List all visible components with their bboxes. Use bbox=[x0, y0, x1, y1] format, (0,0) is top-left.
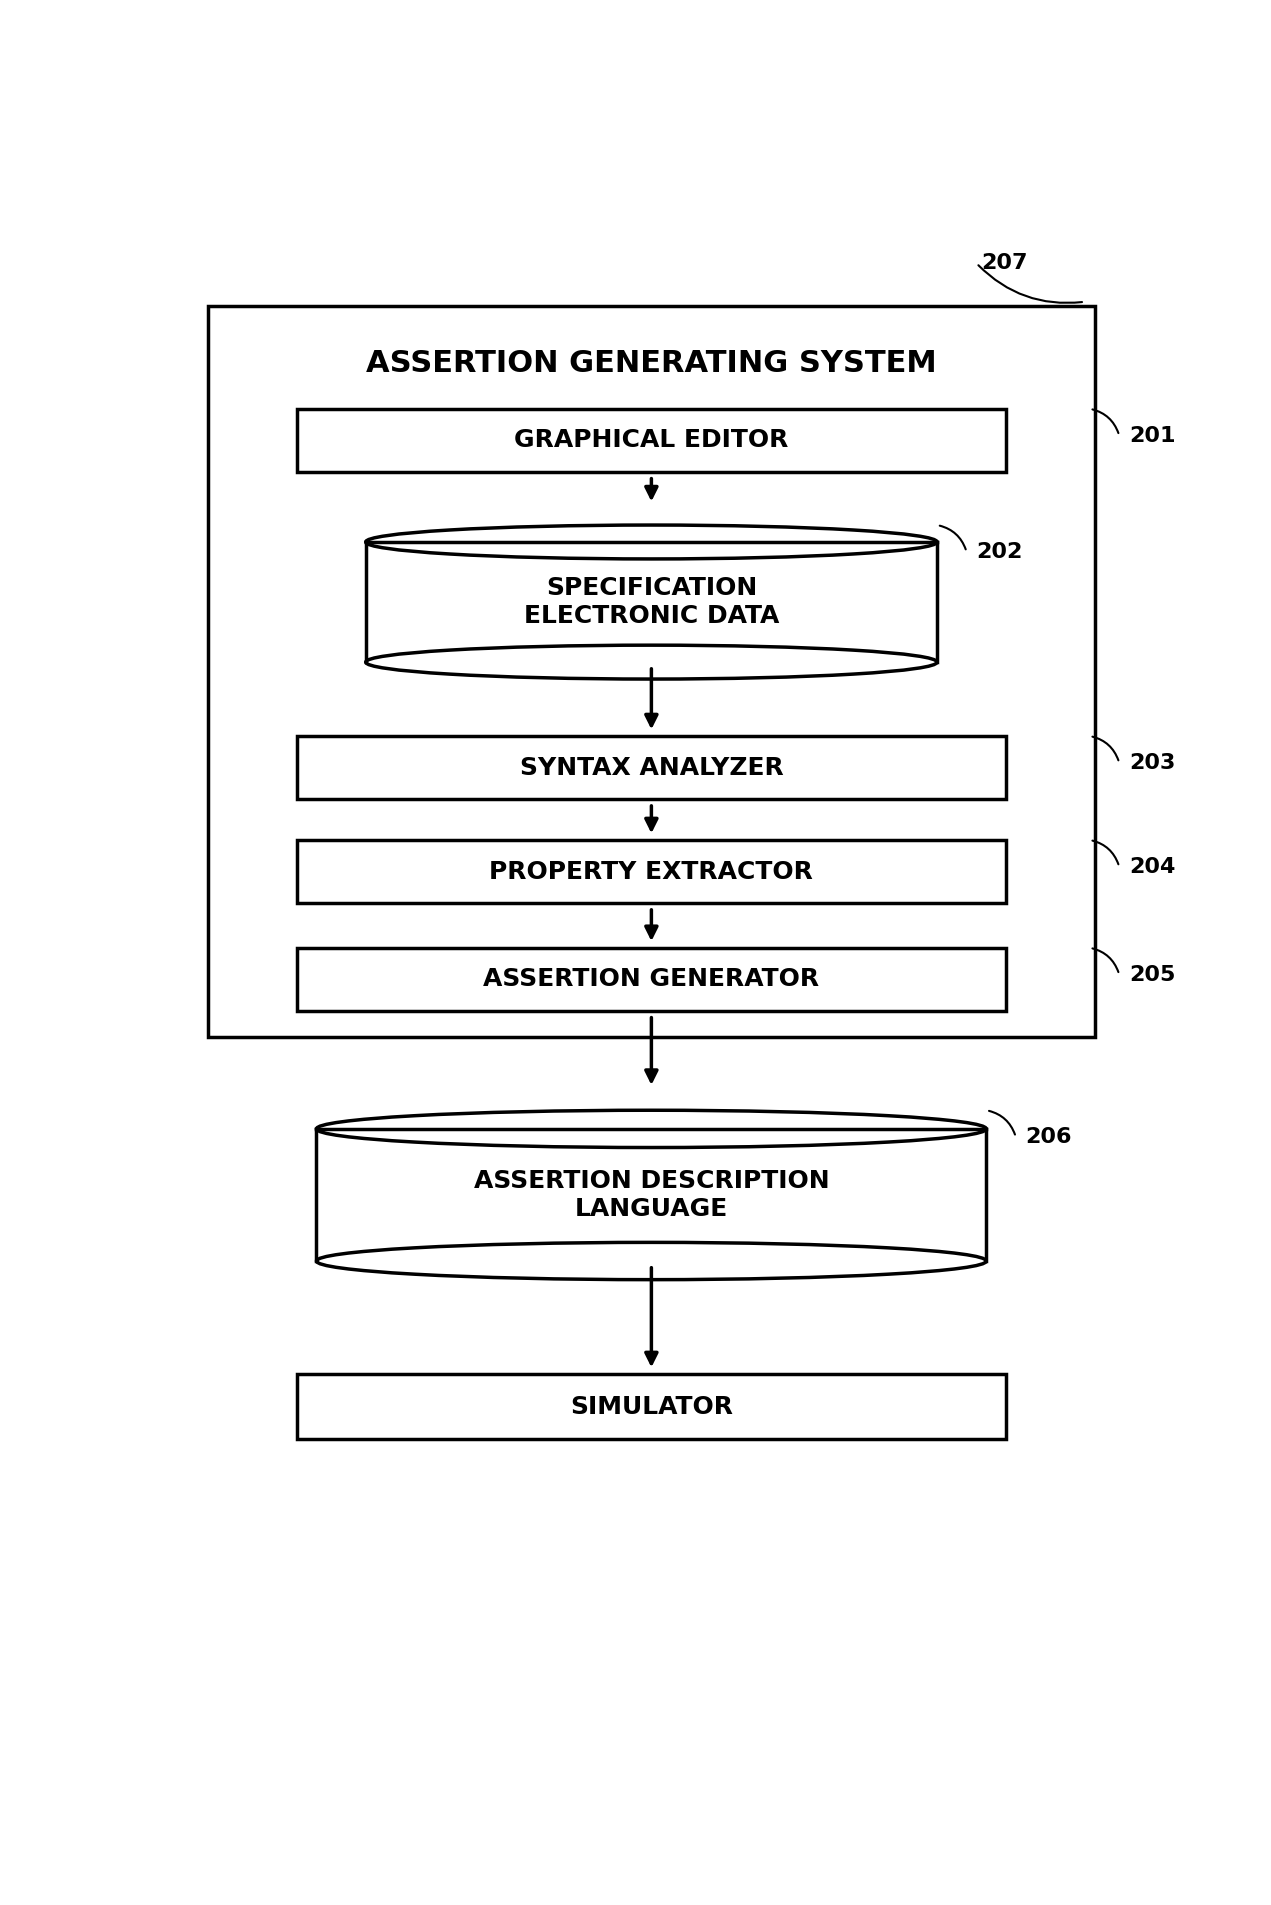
Bar bbox=[316, 1130, 986, 1261]
Bar bbox=[208, 305, 1094, 1036]
Text: 205: 205 bbox=[1129, 964, 1176, 985]
Text: 204: 204 bbox=[1129, 857, 1176, 876]
Bar bbox=[297, 410, 1007, 472]
Text: 206: 206 bbox=[1026, 1128, 1073, 1147]
Ellipse shape bbox=[366, 646, 937, 678]
Ellipse shape bbox=[316, 1111, 986, 1147]
Text: 201: 201 bbox=[1129, 425, 1176, 446]
Text: 202: 202 bbox=[976, 543, 1023, 562]
Text: 207: 207 bbox=[981, 253, 1028, 272]
Text: GRAPHICAL EDITOR: GRAPHICAL EDITOR bbox=[515, 429, 788, 451]
Bar bbox=[297, 735, 1007, 800]
Text: ASSERTION DESCRIPTION
LANGUAGE: ASSERTION DESCRIPTION LANGUAGE bbox=[474, 1170, 829, 1221]
Ellipse shape bbox=[316, 1242, 986, 1280]
Text: PROPERTY EXTRACTOR: PROPERTY EXTRACTOR bbox=[489, 859, 813, 884]
Text: 203: 203 bbox=[1129, 752, 1176, 773]
Bar bbox=[297, 840, 1007, 903]
Ellipse shape bbox=[366, 526, 937, 558]
Text: SPECIFICATION
ELECTRONIC DATA: SPECIFICATION ELECTRONIC DATA bbox=[524, 575, 779, 629]
Text: SYNTAX ANALYZER: SYNTAX ANALYZER bbox=[520, 756, 783, 779]
Bar bbox=[297, 949, 1007, 1012]
Bar bbox=[366, 543, 937, 663]
Text: ASSERTION GENERATOR: ASSERTION GENERATOR bbox=[483, 968, 820, 991]
Bar bbox=[297, 1374, 1007, 1440]
Text: ASSERTION GENERATING SYSTEM: ASSERTION GENERATING SYSTEM bbox=[366, 349, 937, 377]
Text: SIMULATOR: SIMULATOR bbox=[569, 1394, 733, 1419]
